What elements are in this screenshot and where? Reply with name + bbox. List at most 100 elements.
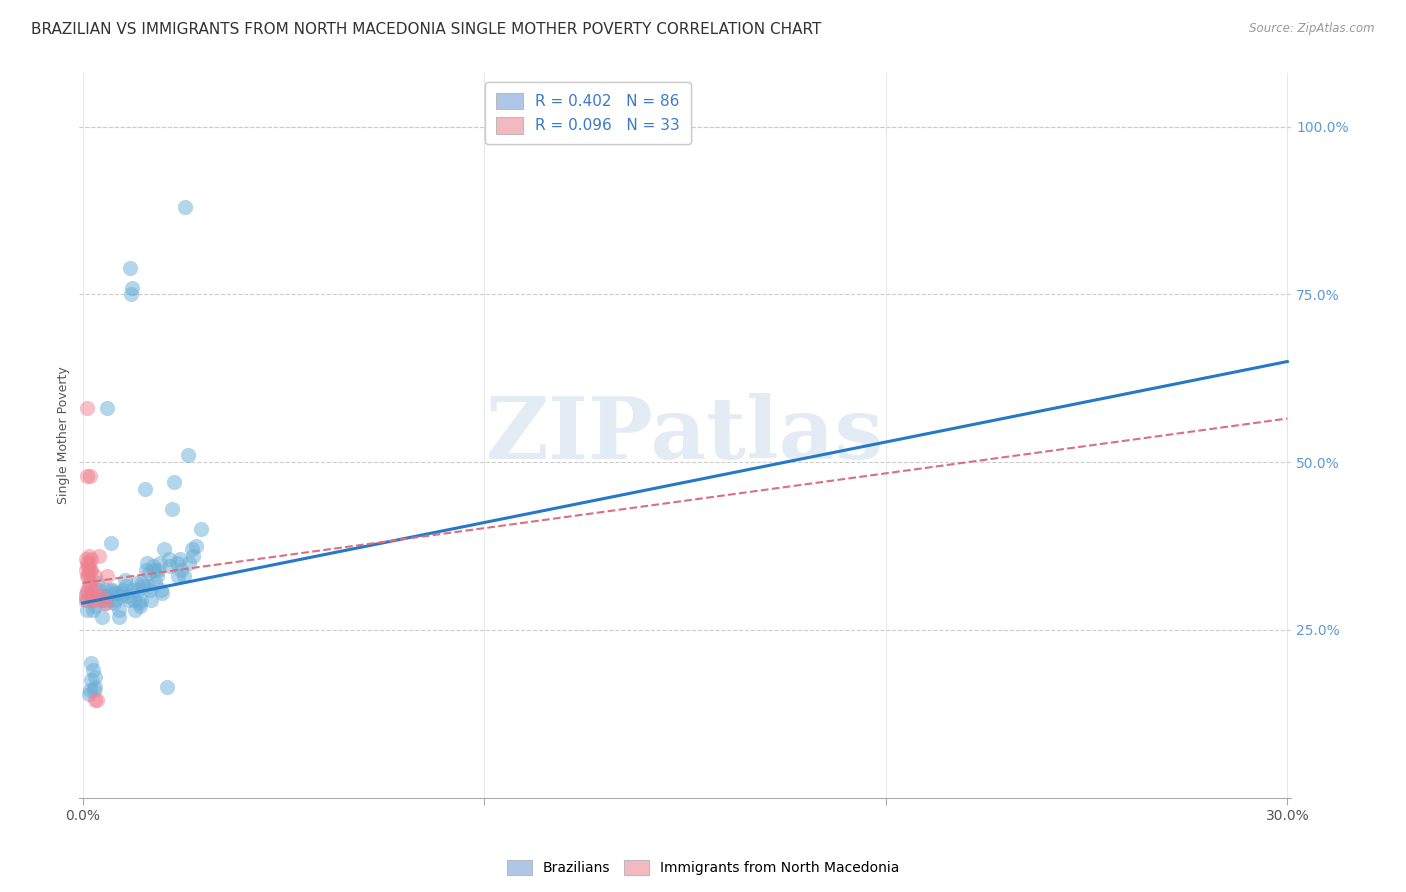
Point [180, 542, 202, 557]
Point [86, 576, 108, 591]
Point [122, 592, 145, 607]
Point [75, 562, 97, 576]
Point [93, 596, 115, 610]
Point [118, 592, 141, 607]
Point [166, 556, 188, 570]
Y-axis label: Single Mother Poverty: Single Mother Poverty [58, 367, 70, 504]
Point [184, 539, 207, 553]
Point [82, 592, 104, 607]
Point [121, 582, 143, 597]
Point [160, 502, 183, 516]
Point [76, 556, 98, 570]
Point [134, 482, 156, 496]
Point [127, 582, 149, 597]
Point [132, 579, 155, 593]
Point [97, 592, 120, 607]
Legend: R = 0.402   N = 86, R = 0.096   N = 33: R = 0.402 N = 86, R = 0.096 N = 33 [485, 82, 690, 145]
Point [115, 579, 138, 593]
Point [135, 562, 157, 576]
Point [96, 569, 118, 583]
Point [120, 287, 142, 301]
Point [121, 281, 143, 295]
Point [77, 549, 100, 563]
Point [76, 401, 98, 416]
Point [149, 556, 172, 570]
Point [152, 542, 174, 557]
Point [142, 559, 165, 574]
Point [77, 569, 100, 583]
Point [103, 596, 125, 610]
Point [139, 592, 162, 607]
Text: Source: ZipAtlas.com: Source: ZipAtlas.com [1250, 22, 1375, 36]
Point [131, 576, 153, 591]
Point [111, 582, 134, 597]
Point [79, 590, 101, 604]
Point [143, 576, 166, 591]
Point [114, 573, 136, 587]
Point [76, 559, 98, 574]
Point [105, 586, 128, 600]
Point [82, 603, 104, 617]
Point [91, 590, 114, 604]
Point [94, 596, 117, 610]
Point [79, 576, 101, 591]
Point [87, 549, 110, 563]
Point [111, 586, 134, 600]
Point [135, 556, 157, 570]
Point [90, 592, 112, 607]
Point [150, 586, 173, 600]
Point [82, 663, 104, 677]
Point [167, 569, 190, 583]
Point [90, 590, 112, 604]
Point [83, 670, 105, 684]
Point [79, 586, 101, 600]
Point [77, 579, 100, 593]
Text: BRAZILIAN VS IMMIGRANTS FROM NORTH MACEDONIA SINGLE MOTHER POVERTY CORRELATION C: BRAZILIAN VS IMMIGRANTS FROM NORTH MACED… [31, 22, 821, 37]
Point [77, 687, 100, 701]
Point [76, 586, 98, 600]
Point [75, 552, 97, 566]
Point [170, 562, 193, 576]
Point [84, 680, 107, 694]
Point [79, 468, 101, 483]
Point [96, 401, 118, 416]
Point [146, 562, 169, 576]
Point [77, 556, 100, 570]
Point [129, 592, 152, 607]
Legend: Brazilians, Immigrants from North Macedonia: Brazilians, Immigrants from North Macedo… [501, 855, 905, 880]
Point [76, 592, 98, 607]
Point [138, 566, 160, 580]
Point [128, 596, 150, 610]
Point [107, 609, 129, 624]
Point [177, 556, 200, 570]
Point [124, 603, 146, 617]
Point [83, 683, 105, 698]
Point [80, 657, 103, 671]
Point [173, 569, 195, 583]
Point [104, 586, 127, 600]
Point [169, 552, 191, 566]
Point [104, 592, 127, 607]
Point [118, 260, 141, 275]
Point [163, 475, 186, 490]
Point [90, 609, 112, 624]
Point [96, 590, 118, 604]
Point [76, 582, 98, 597]
Point [76, 603, 98, 617]
Point [76, 569, 98, 583]
Point [89, 582, 111, 597]
Point [79, 562, 101, 576]
Point [143, 562, 166, 576]
Point [115, 590, 138, 604]
Point [80, 562, 103, 576]
Point [136, 579, 159, 593]
Point [79, 566, 101, 580]
Point [156, 680, 179, 694]
Point [82, 592, 104, 607]
Point [149, 582, 172, 597]
Point [83, 569, 105, 583]
Point [146, 569, 169, 583]
Point [157, 552, 180, 566]
Point [181, 549, 204, 563]
Point [91, 592, 114, 607]
